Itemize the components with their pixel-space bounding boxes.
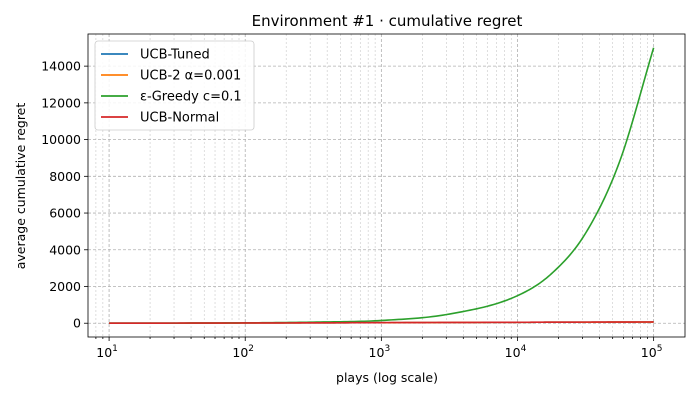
x-tick-label: 102 (232, 344, 254, 360)
x-tick-label: 104 (505, 344, 527, 360)
ticks: 101 102 103 104 105 0 2000 4000 6000 8000 10000 120… (41, 59, 662, 360)
y-axis-label: average cumulative regret (13, 103, 28, 270)
y-tick-label: 8000 (49, 169, 81, 184)
legend-label: ε-Greedy c=0.1 (140, 90, 242, 105)
y-tick-label: 6000 (49, 206, 81, 221)
series-line-3 (109, 321, 654, 325)
y-tick-label: 0 (73, 316, 81, 331)
y-tick-label: 4000 (49, 242, 81, 257)
y-tick-label: 10000 (41, 132, 81, 147)
plot-frame (87, 33, 686, 338)
legend-label: UCB-Normal (140, 111, 219, 126)
legend-label: UCB-2 α=0.001 (140, 69, 241, 84)
x-tick-label: 103 (369, 344, 391, 360)
y-tick-label: 14000 (41, 59, 81, 74)
y-tick-label: 2000 (49, 279, 81, 294)
series-layer (109, 47, 655, 325)
x-tick-label: 105 (641, 344, 663, 360)
legend-label: UCB-Tuned (140, 48, 210, 63)
x-tick-label: 101 (96, 344, 118, 360)
y-tick-label: 12000 (41, 95, 81, 110)
x-axis-label: plays (log scale) (336, 370, 438, 385)
legend: UCB-Tuned UCB-2 α=0.001 ε-Greedy c=0.1 UCB-… (94, 40, 255, 131)
chart-title: Environment #1 · cumulative regret (252, 12, 523, 30)
legend-box (94, 40, 255, 131)
